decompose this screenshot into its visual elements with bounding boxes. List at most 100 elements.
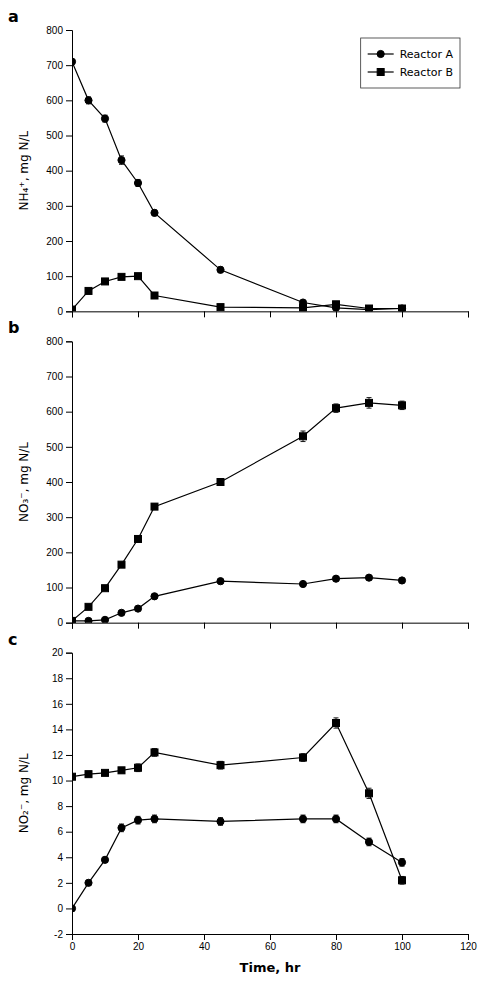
y-tick: 800 [46, 25, 72, 36]
y-tick: 16 [52, 699, 72, 710]
y-tick-label: 500 [46, 442, 63, 453]
marker [365, 306, 372, 311]
x-axis-title: Time, hr [240, 960, 301, 975]
y-tick-label: 400 [46, 477, 63, 488]
y-tick: 10 [52, 775, 72, 786]
series [72, 398, 406, 623]
y-tick: 300 [46, 201, 72, 212]
y-tick-mark [66, 883, 72, 884]
x-tick: 80 [331, 934, 343, 952]
marker [366, 790, 373, 797]
marker [151, 503, 158, 510]
marker [72, 306, 76, 311]
legend-marker [377, 69, 384, 76]
x-tick-mark [204, 934, 205, 940]
y-axis-title: NO₃⁻, mg N/L [17, 442, 31, 522]
series [72, 574, 406, 623]
marker [102, 278, 109, 285]
y-tick-label: 20 [52, 647, 64, 658]
marker [217, 578, 224, 585]
x-tick-mark [336, 311, 337, 317]
plot-area [72, 718, 406, 912]
y-tick-mark [66, 517, 72, 518]
marker [118, 157, 125, 164]
marker [85, 617, 92, 622]
y-tick-mark [66, 447, 72, 448]
marker [399, 305, 406, 311]
marker [101, 115, 108, 122]
y-tick: 800 [46, 336, 72, 347]
y-tick: 500 [46, 442, 72, 453]
y-tick-label: 800 [46, 25, 63, 36]
y-tick: 0 [57, 617, 72, 628]
y-tick-mark [66, 136, 72, 137]
y-tick: 18 [52, 673, 72, 684]
series [72, 58, 406, 311]
error-bar [301, 754, 306, 762]
x-axis-line [73, 623, 469, 629]
panel-label: c [8, 630, 17, 649]
x-tick-mark [270, 934, 271, 940]
y-tick: 8 [57, 801, 72, 812]
marker [300, 433, 307, 440]
series [72, 273, 406, 312]
marker [217, 762, 224, 769]
panel-label: b [8, 318, 19, 337]
x-tick-label: 80 [331, 941, 343, 952]
marker [134, 605, 141, 612]
error-bar [334, 404, 339, 412]
y-tick-label: -2 [54, 929, 63, 940]
y-axis-line [66, 31, 73, 312]
marker [299, 815, 306, 822]
y-tick: 2 [57, 878, 72, 889]
marker [85, 97, 92, 104]
y-tick: 500 [46, 130, 72, 141]
marker [217, 818, 224, 825]
y-tick-mark [66, 588, 72, 589]
y-tick-mark [66, 276, 72, 277]
marker [398, 577, 405, 584]
y-tick-mark [66, 729, 72, 730]
legend-marker [377, 50, 384, 57]
marker [299, 580, 306, 587]
marker [366, 305, 373, 311]
error-bar [301, 431, 306, 442]
y-tick-label: 16 [52, 699, 64, 710]
marker [333, 720, 340, 727]
marker [135, 764, 142, 771]
x-tick: 0 [70, 934, 76, 952]
y-axis: 0100200300400500600700800 [46, 25, 72, 317]
error-bar [136, 764, 141, 772]
x-tick-label: 60 [265, 941, 277, 952]
marker [134, 179, 141, 186]
x-tick [138, 623, 139, 629]
legend-label: Reactor B [400, 66, 453, 79]
marker [217, 266, 224, 273]
marker [217, 304, 224, 311]
x-tick-label: 20 [133, 941, 145, 952]
y-tick-label: 12 [52, 750, 64, 761]
x-tick-mark [270, 623, 271, 629]
line [72, 819, 402, 909]
line [72, 62, 402, 310]
x-tick-mark [204, 311, 205, 317]
y-tick-label: 100 [46, 582, 63, 593]
error-bar [119, 768, 124, 773]
x-axis [73, 623, 469, 629]
marker [333, 405, 340, 412]
line [72, 276, 402, 309]
y-tick-mark [66, 30, 72, 31]
error-bar [152, 504, 157, 510]
marker [118, 609, 125, 616]
y-tick-mark [66, 704, 72, 705]
line [72, 578, 402, 621]
marker [365, 574, 372, 581]
y-tick-mark [66, 412, 72, 413]
y-tick: 600 [46, 95, 72, 106]
x-axis-line [73, 935, 469, 941]
x-tick [336, 311, 337, 317]
marker [365, 838, 372, 845]
y-tick: 200 [46, 547, 72, 558]
x-tick: 40 [199, 934, 211, 952]
marker [102, 769, 109, 776]
